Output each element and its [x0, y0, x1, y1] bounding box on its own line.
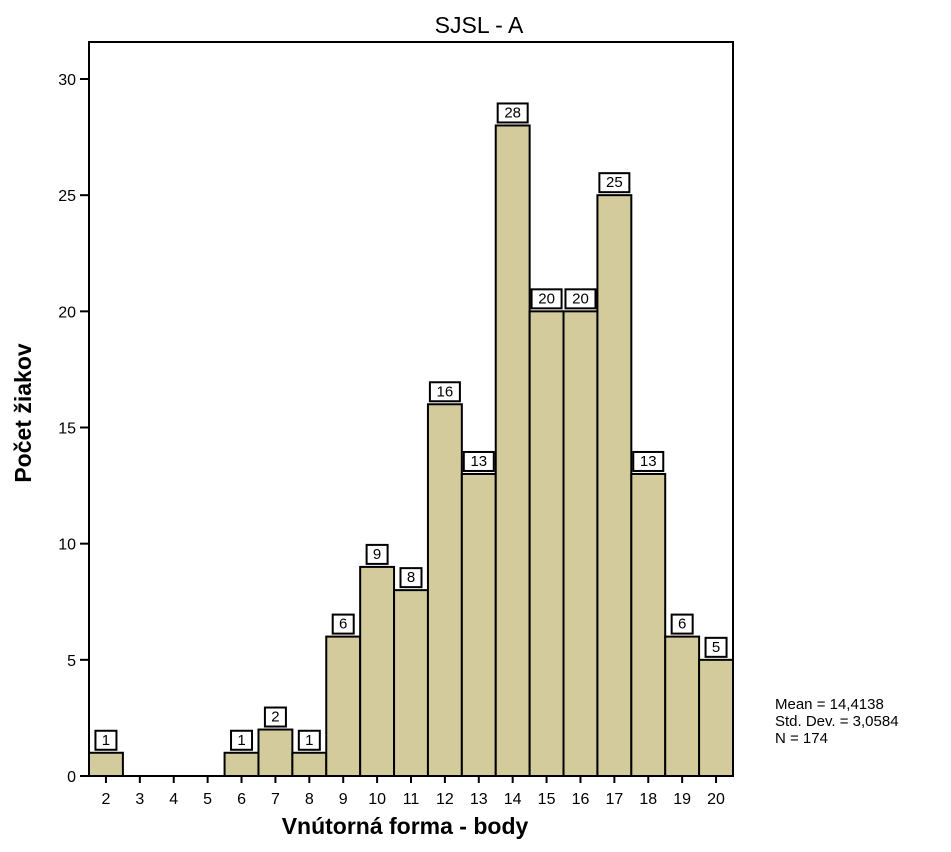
x-tick-label: 13 — [470, 791, 488, 808]
bar — [630, 472, 667, 777]
x-axis: 2 3 4 5 6 7 8 9 10 11 12 13 14 15 16 17 18 19 20 — [101, 776, 725, 808]
data-label-box — [297, 729, 321, 751]
x-tick-label: 7 — [271, 791, 280, 808]
y-axis-label: Počet žiakov — [10, 343, 36, 483]
bar — [698, 658, 735, 777]
data-label-box — [428, 381, 461, 403]
x-tick-label: 5 — [203, 791, 212, 808]
x-tick-label: 19 — [673, 791, 691, 808]
data-label: 8 — [407, 569, 415, 586]
bar — [393, 589, 429, 778]
bar — [460, 472, 497, 777]
data-label-box — [263, 706, 287, 728]
data-label: 9 — [373, 546, 381, 563]
data-label: 28 — [504, 104, 521, 121]
stat-std-dev: Std. Dev. = 3,0584 — [775, 713, 899, 730]
data-label: 5 — [712, 639, 720, 656]
bar — [562, 310, 599, 777]
bar — [325, 635, 362, 777]
stat-n: N = 174 — [775, 730, 828, 747]
x-tick-label: 17 — [605, 791, 623, 808]
x-tick-label: 2 — [101, 791, 110, 808]
x-tick-label: 15 — [538, 791, 556, 808]
bar — [223, 751, 260, 777]
x-tick-label: 4 — [169, 791, 178, 808]
bar — [596, 194, 633, 777]
data-label: 16 — [437, 383, 454, 400]
data-label: 13 — [470, 453, 487, 470]
data-label-box — [462, 450, 495, 472]
x-tick-label: 20 — [707, 791, 725, 808]
data-label-box — [94, 729, 118, 751]
data-label-box — [331, 613, 355, 635]
bar — [528, 310, 565, 777]
data-label: 20 — [538, 290, 555, 307]
data-label: 6 — [339, 616, 347, 633]
data-label: 1 — [237, 732, 245, 749]
stat-mean: Mean = 14,4138 — [775, 696, 884, 713]
bar — [291, 751, 328, 777]
data-label: 1 — [305, 732, 313, 749]
data-label-box — [564, 288, 597, 310]
x-tick-label: 11 — [403, 791, 420, 808]
x-tick-label: 8 — [305, 791, 314, 808]
x-tick-label: 3 — [135, 791, 144, 808]
bar — [257, 728, 294, 777]
x-tick-label: 18 — [639, 791, 657, 808]
data-label-box — [496, 102, 529, 124]
x-tick-label: 10 — [368, 791, 386, 808]
data-label-box — [704, 636, 728, 658]
bar — [664, 635, 701, 777]
y-tick-label: 15 — [58, 421, 76, 438]
data-label-box — [530, 288, 563, 310]
y-tick-label: 10 — [58, 537, 76, 554]
x-tick-label: 12 — [436, 791, 454, 808]
x-tick-label: 9 — [339, 791, 348, 808]
data-label: 20 — [572, 290, 589, 307]
data-label: 6 — [678, 616, 686, 633]
data-label-box — [365, 543, 389, 565]
data-label-box — [598, 172, 631, 194]
bar — [494, 124, 531, 777]
y-tick-label: 25 — [58, 188, 76, 205]
y-tick-label: 20 — [58, 304, 76, 321]
y-tick-label: 5 — [67, 653, 76, 670]
data-label: 2 — [271, 709, 279, 726]
y-tick-label: 0 — [67, 769, 76, 786]
x-tick-label: 6 — [237, 791, 246, 808]
bar — [426, 403, 463, 777]
data-label-box — [230, 729, 254, 751]
data-label: 25 — [606, 174, 623, 191]
y-tick-label: 30 — [58, 72, 76, 89]
bar — [359, 565, 396, 778]
data-label-box — [670, 613, 694, 635]
data-label-box — [399, 567, 423, 589]
x-axis-label: Vnútorná forma - body — [282, 813, 529, 839]
x-tick-label: 14 — [504, 791, 522, 808]
x-tick-label: 16 — [572, 791, 590, 808]
data-label: 1 — [102, 732, 110, 749]
y-axis: 0 5 10 15 20 25 30 — [58, 72, 89, 786]
bar — [88, 751, 124, 777]
data-label-box — [632, 450, 665, 472]
chart-title: SJSL - A — [435, 12, 524, 38]
statistics-box: Mean = 14,4138 Std. Dev. = 3,0584 N = 17… — [775, 696, 899, 747]
data-label: 13 — [640, 453, 657, 470]
